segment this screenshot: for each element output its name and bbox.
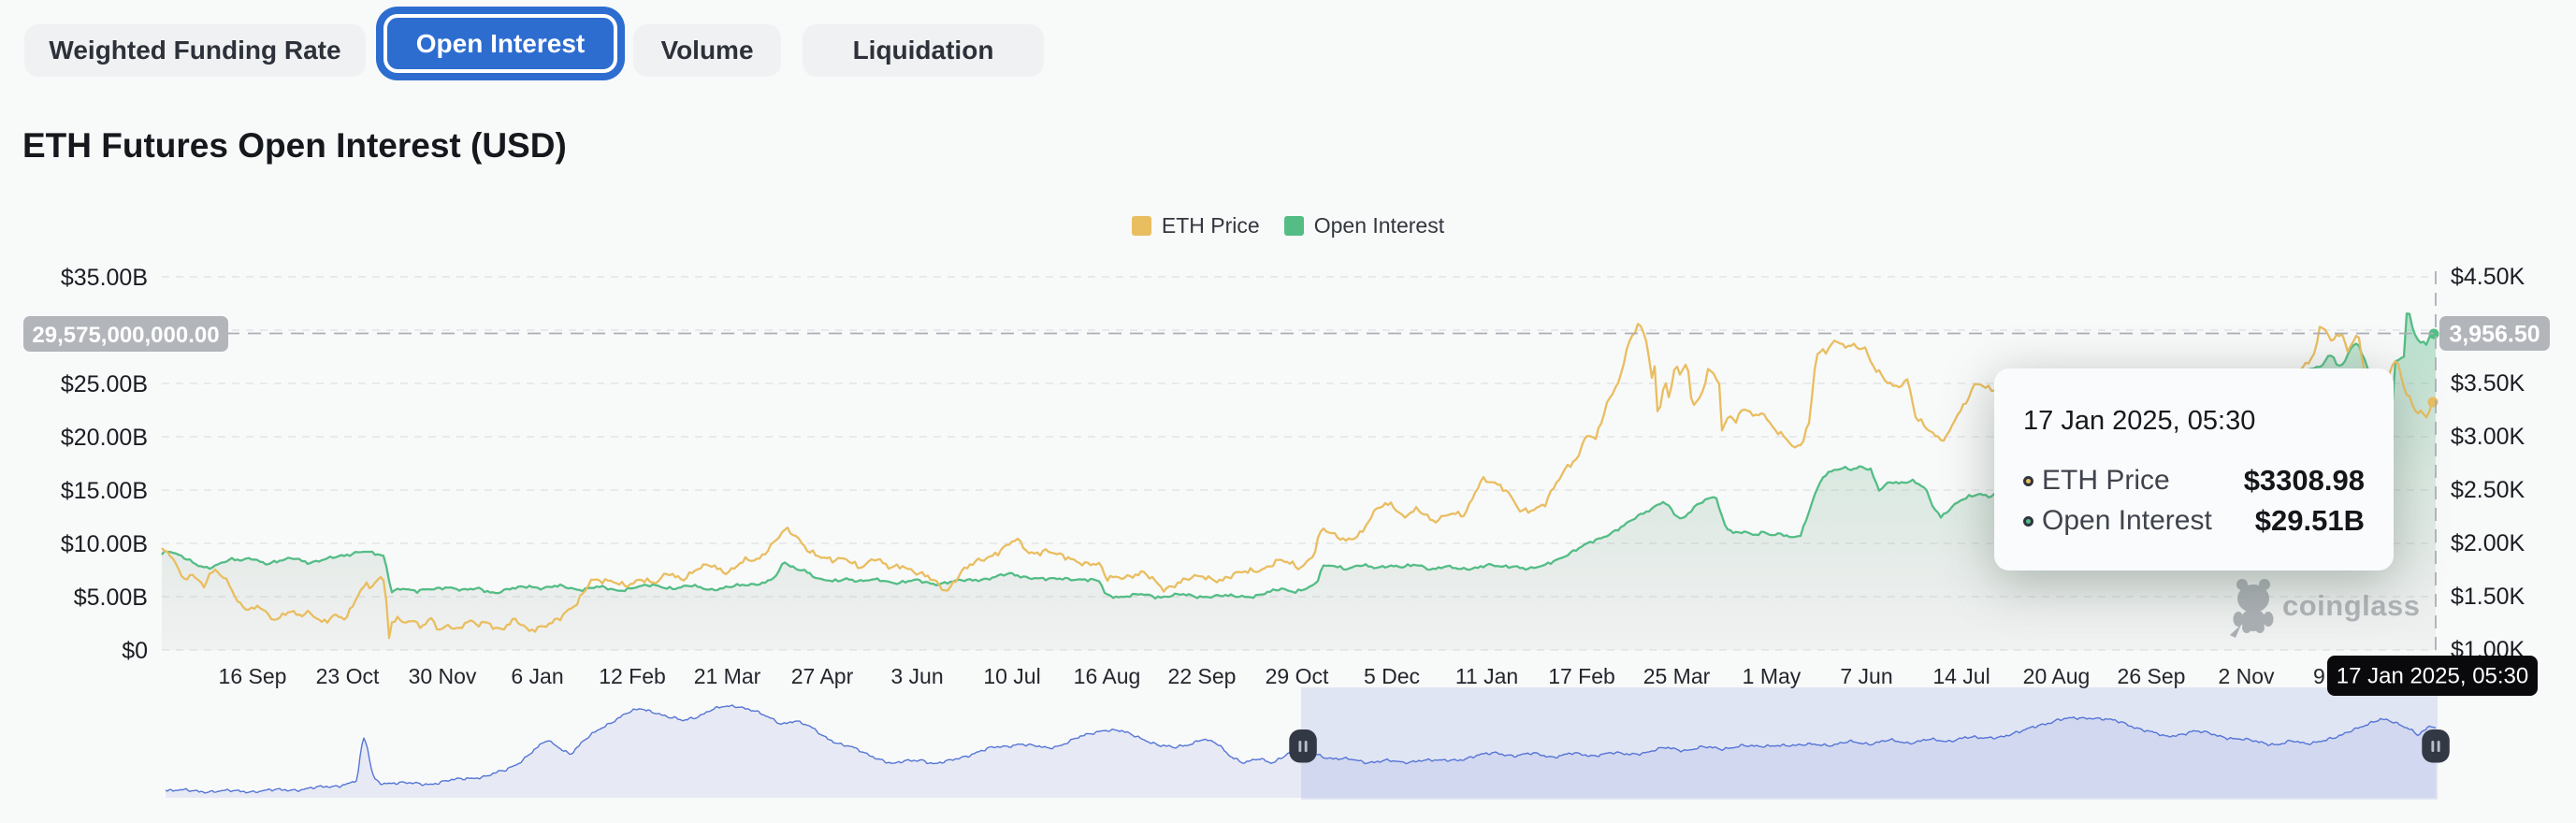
svg-text:29,575,000,000.00: 29,575,000,000.00 bbox=[32, 323, 219, 348]
svg-text:14 Jul: 14 Jul bbox=[1932, 664, 1990, 688]
svg-text:$25.00B: $25.00B bbox=[61, 371, 148, 397]
svg-text:17 Jan 2025, 05:30: 17 Jan 2025, 05:30 bbox=[2337, 664, 2529, 689]
svg-text:coinglass: coinglass bbox=[2282, 589, 2421, 622]
svg-text:26 Sep: 26 Sep bbox=[2118, 664, 2186, 688]
svg-text:25 Mar: 25 Mar bbox=[1643, 664, 1711, 688]
svg-text:16 Aug: 16 Aug bbox=[1074, 664, 1141, 688]
svg-text:5 Dec: 5 Dec bbox=[1364, 664, 1420, 688]
svg-text:10 Jul: 10 Jul bbox=[983, 664, 1040, 688]
svg-text:27 Apr: 27 Apr bbox=[791, 664, 854, 688]
svg-text:$15.00B: $15.00B bbox=[61, 478, 148, 504]
svg-text:$20.00B: $20.00B bbox=[61, 425, 148, 451]
svg-text:$4.50K: $4.50K bbox=[2451, 264, 2525, 290]
svg-text:$35.00B: $35.00B bbox=[61, 265, 148, 291]
svg-text:$2.50K: $2.50K bbox=[2451, 477, 2525, 503]
svg-text:21 Mar: 21 Mar bbox=[694, 664, 761, 688]
svg-text:$0: $0 bbox=[122, 638, 148, 664]
svg-text:23 Oct: 23 Oct bbox=[316, 664, 380, 688]
svg-text:30 Nov: 30 Nov bbox=[409, 664, 477, 688]
svg-text:$1.50K: $1.50K bbox=[2451, 584, 2525, 610]
svg-text:12 Feb: 12 Feb bbox=[599, 664, 666, 688]
svg-text:7 Jun: 7 Jun bbox=[1840, 664, 1892, 688]
svg-text:$10.00B: $10.00B bbox=[61, 531, 148, 557]
svg-text:20 Aug: 20 Aug bbox=[2023, 664, 2091, 688]
svg-text:1 May: 1 May bbox=[1743, 664, 1802, 688]
svg-text:3,956.50: 3,956.50 bbox=[2449, 322, 2540, 348]
svg-text:$5.00B: $5.00B bbox=[74, 585, 148, 611]
svg-text:$3.50K: $3.50K bbox=[2451, 370, 2525, 397]
svg-text:2 Nov: 2 Nov bbox=[2218, 664, 2275, 688]
svg-text:3 Jun: 3 Jun bbox=[890, 664, 943, 688]
svg-text:11 Jan: 11 Jan bbox=[1455, 664, 1518, 688]
svg-text:$2.00K: $2.00K bbox=[2451, 530, 2525, 556]
svg-text:$3.00K: $3.00K bbox=[2451, 424, 2525, 450]
svg-text:22 Sep: 22 Sep bbox=[1168, 664, 1237, 688]
svg-text:29 Oct: 29 Oct bbox=[1266, 664, 1329, 688]
svg-text:6 Jan: 6 Jan bbox=[511, 664, 563, 688]
svg-text:16 Sep: 16 Sep bbox=[219, 664, 287, 688]
svg-text:17 Feb: 17 Feb bbox=[1548, 664, 1615, 688]
